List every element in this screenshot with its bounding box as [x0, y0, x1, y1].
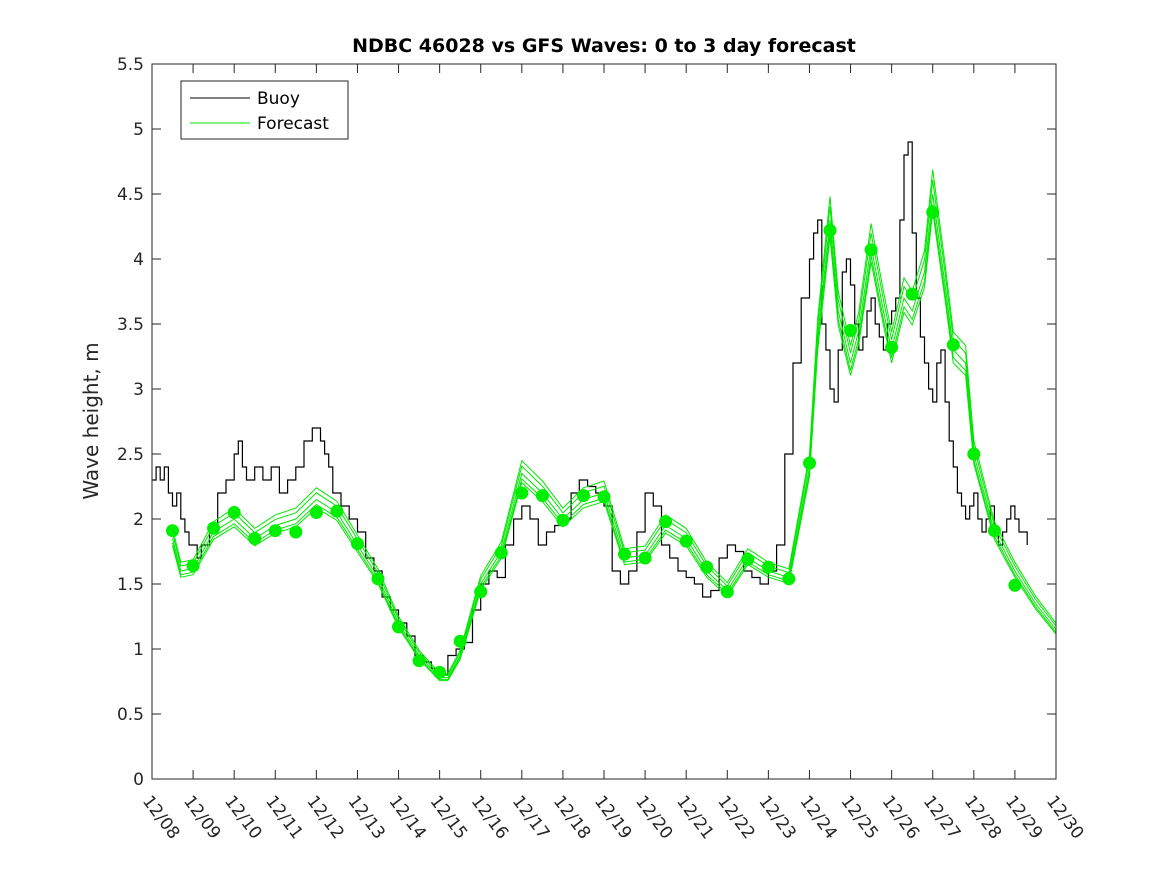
forecast-marker	[659, 515, 673, 529]
forecast-marker	[720, 585, 734, 599]
forecast-marker	[309, 506, 323, 519]
plot-layer	[152, 141, 1057, 682]
forecast-marker	[535, 489, 549, 503]
forecast-line-1	[172, 179, 1057, 676]
forecast-marker	[638, 551, 652, 565]
forecast-marker	[392, 620, 405, 634]
forecast-marker	[844, 324, 857, 337]
legend: Buoy Forecast	[180, 80, 349, 140]
legend-box	[180, 80, 349, 140]
forecast-marker	[741, 552, 755, 566]
forecast-marker	[494, 546, 508, 560]
chart-title: NDBC 46028 vs GFS Waves: 0 to 3 day fore…	[352, 35, 856, 57]
forecast-marker	[864, 243, 878, 257]
forecast-marker	[330, 504, 344, 518]
forecast-marker	[967, 447, 981, 461]
y-tick-label: 5	[133, 120, 144, 140]
forecast-marker	[597, 490, 611, 504]
forecast-marker	[926, 205, 940, 219]
forecast-marker	[700, 560, 714, 574]
y-tick-label: 2.5	[117, 445, 144, 465]
forecast-marker	[248, 532, 262, 545]
forecast-marker	[412, 654, 426, 668]
y-tick-label: 3	[133, 380, 144, 400]
forecast-marker	[905, 287, 919, 301]
forecast-marker	[474, 585, 488, 599]
forecast-marker	[371, 572, 385, 586]
forecast-marker	[289, 525, 303, 539]
forecast-marker	[782, 572, 796, 586]
y-tick-label: 5.5	[117, 55, 144, 75]
forecast-marker	[207, 521, 221, 535]
buoy-line	[152, 141, 1028, 676]
y-tick-label: 1	[133, 640, 144, 660]
forecast-marker	[453, 634, 467, 648]
forecast-marker	[761, 560, 775, 574]
y-tick-label: 2	[133, 510, 144, 530]
legend-forecast-label: Forecast	[257, 114, 329, 134]
forecast-marker	[433, 665, 447, 679]
forecast-marker	[227, 506, 241, 519]
y-tick-label: 4.5	[117, 185, 144, 205]
forecast-marker	[186, 559, 200, 573]
forecast-line-3	[172, 169, 1057, 674]
forecast-marker	[577, 489, 590, 503]
legend-buoy-label: Buoy	[257, 89, 300, 109]
forecast-marker	[823, 223, 837, 237]
forecast-marker	[1008, 578, 1022, 592]
y-tick-label: 4	[133, 250, 144, 270]
y-axis-label: Wave height, m	[79, 342, 103, 499]
forecast-marker	[351, 537, 364, 551]
forecast-marker	[885, 340, 899, 354]
plot-area	[152, 64, 1056, 779]
forecast-marker	[268, 524, 282, 538]
y-tick-label: 3.5	[117, 315, 144, 335]
forecast-marker	[946, 338, 960, 352]
forecast-line-4	[172, 211, 1057, 682]
y-tick-label: 0	[133, 770, 144, 790]
forecast-marker	[987, 524, 1001, 538]
y-tick-label: 0.5	[117, 705, 144, 725]
forecast-marker	[515, 486, 529, 500]
forecast-marker	[803, 456, 816, 470]
forecast-marker	[679, 534, 693, 548]
y-tick-label: 1.5	[117, 575, 144, 595]
forecast-marker	[556, 513, 570, 527]
forecast-marker	[166, 524, 179, 538]
forecast-marker	[618, 547, 631, 561]
